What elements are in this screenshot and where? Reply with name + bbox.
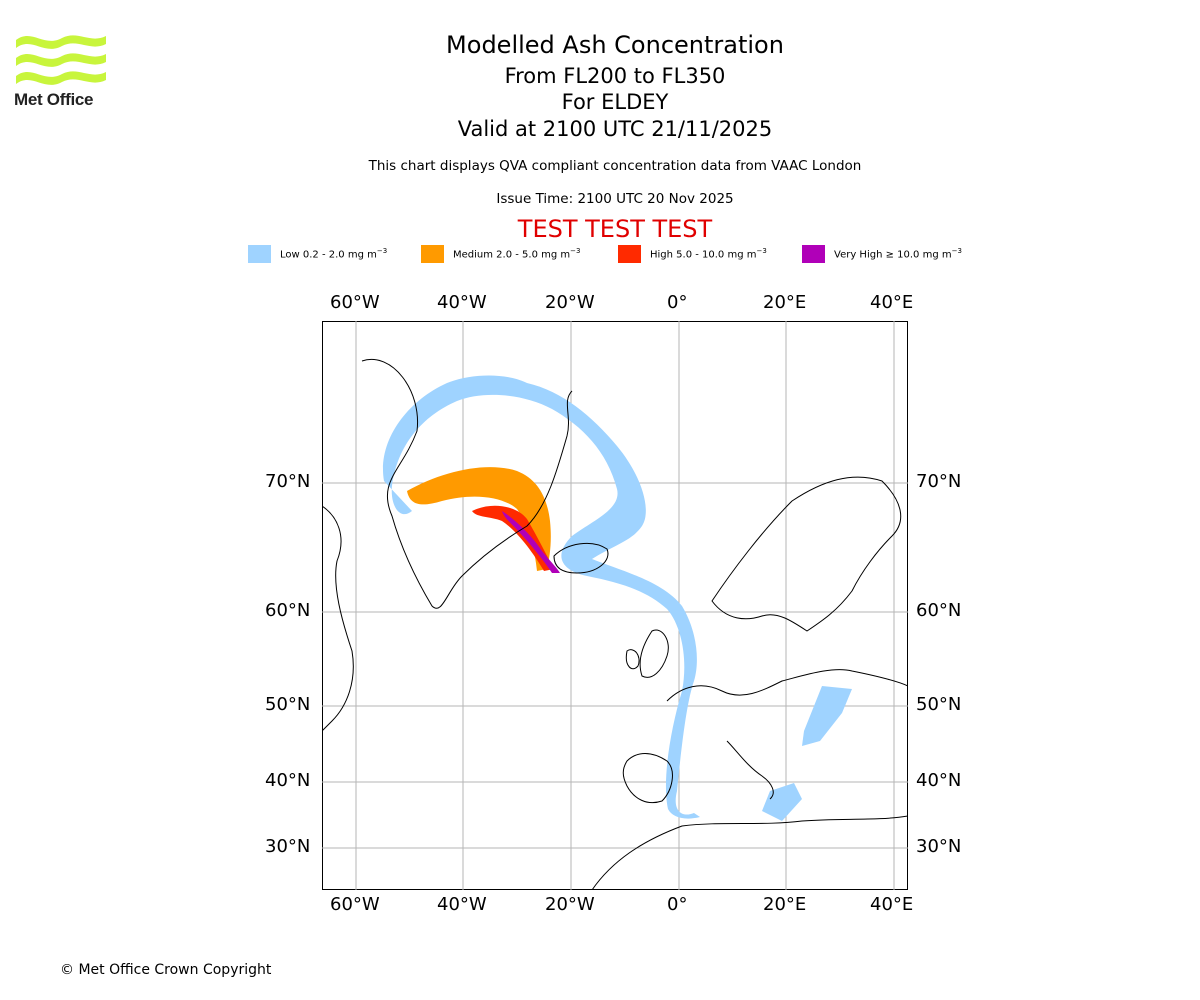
lat-label-left-60n: 60°N bbox=[265, 600, 311, 621]
legend-label-high: High 5.0 - 10.0 mg m bbox=[650, 249, 757, 261]
lat-label-left-40n: 40°N bbox=[265, 770, 311, 791]
lon-label-bottom-60w: 60°W bbox=[330, 894, 380, 915]
ash-map bbox=[321, 321, 909, 891]
map-border bbox=[322, 321, 908, 890]
legend-label-medium: Medium 2.0 - 5.0 mg m bbox=[453, 249, 571, 261]
lon-label-bottom-20e: 20°E bbox=[763, 894, 807, 915]
issue-time: Issue Time: 2100 UTC 20 Nov 2025 bbox=[496, 191, 734, 207]
legend-swatch-high bbox=[618, 245, 641, 263]
volcano-name: For ELDEY bbox=[561, 90, 669, 114]
lat-label-right-70n: 70°N bbox=[916, 471, 962, 492]
legend-swatch-very-high bbox=[802, 245, 825, 263]
lat-label-left-50n: 50°N bbox=[265, 694, 311, 715]
copyright: © Met Office Crown Copyright bbox=[60, 962, 272, 978]
coastlines bbox=[321, 359, 909, 891]
lon-label-bottom-40e: 40°E bbox=[870, 894, 914, 915]
lat-label-right-50n: 50°N bbox=[916, 694, 962, 715]
met-office-logo: Met Office bbox=[14, 30, 109, 112]
compliance-note: This chart displays QVA compliant concen… bbox=[368, 158, 862, 174]
lon-label-top-20e: 20°E bbox=[763, 292, 807, 313]
legend-swatch-medium bbox=[421, 245, 444, 263]
legend-item-medium: Medium 2.0 - 5.0 mg m−3 bbox=[421, 244, 580, 264]
legend-label-very-high: Very High ≥ 10.0 mg m bbox=[834, 249, 952, 261]
legend-swatch-low bbox=[248, 245, 271, 263]
legend-label-low: Low 0.2 - 2.0 mg m bbox=[280, 249, 377, 261]
chart-title: Modelled Ash Concentration bbox=[446, 31, 784, 59]
valid-time: Valid at 2100 UTC 21/11/2025 bbox=[457, 117, 773, 141]
flight-level-range: From FL200 to FL350 bbox=[504, 64, 726, 88]
legend-item-very-high: Very High ≥ 10.0 mg m−3 bbox=[802, 244, 962, 264]
lat-label-right-40n: 40°N bbox=[916, 770, 962, 791]
ash-medium-region bbox=[407, 467, 551, 571]
ash-very-high-region bbox=[502, 511, 560, 573]
legend-item-low: Low 0.2 - 2.0 mg m−3 bbox=[248, 244, 387, 264]
lat-label-left-30n: 30°N bbox=[265, 836, 311, 857]
lat-label-right-60n: 60°N bbox=[916, 600, 962, 621]
ash-high-region bbox=[472, 505, 554, 571]
lon-label-top-40e: 40°E bbox=[870, 292, 914, 313]
lon-label-bottom-40w: 40°W bbox=[437, 894, 487, 915]
lon-label-bottom-20w: 20°W bbox=[545, 894, 595, 915]
lon-label-top-0: 0° bbox=[667, 292, 688, 313]
test-banner: TEST TEST TEST bbox=[517, 215, 713, 243]
lon-label-top-40w: 40°W bbox=[437, 292, 487, 313]
ash-map-canvas bbox=[321, 321, 909, 891]
met-office-waves-icon bbox=[16, 35, 106, 85]
ash-low-region bbox=[382, 375, 852, 821]
lon-label-bottom-0: 0° bbox=[667, 894, 688, 915]
met-office-logo-text: Met Office bbox=[14, 90, 94, 109]
lon-label-top-60w: 60°W bbox=[330, 292, 380, 313]
lat-label-left-70n: 70°N bbox=[265, 471, 311, 492]
lon-label-top-20w: 20°W bbox=[545, 292, 595, 313]
legend-item-high: High 5.0 - 10.0 mg m−3 bbox=[618, 244, 767, 264]
lat-label-right-30n: 30°N bbox=[916, 836, 962, 857]
